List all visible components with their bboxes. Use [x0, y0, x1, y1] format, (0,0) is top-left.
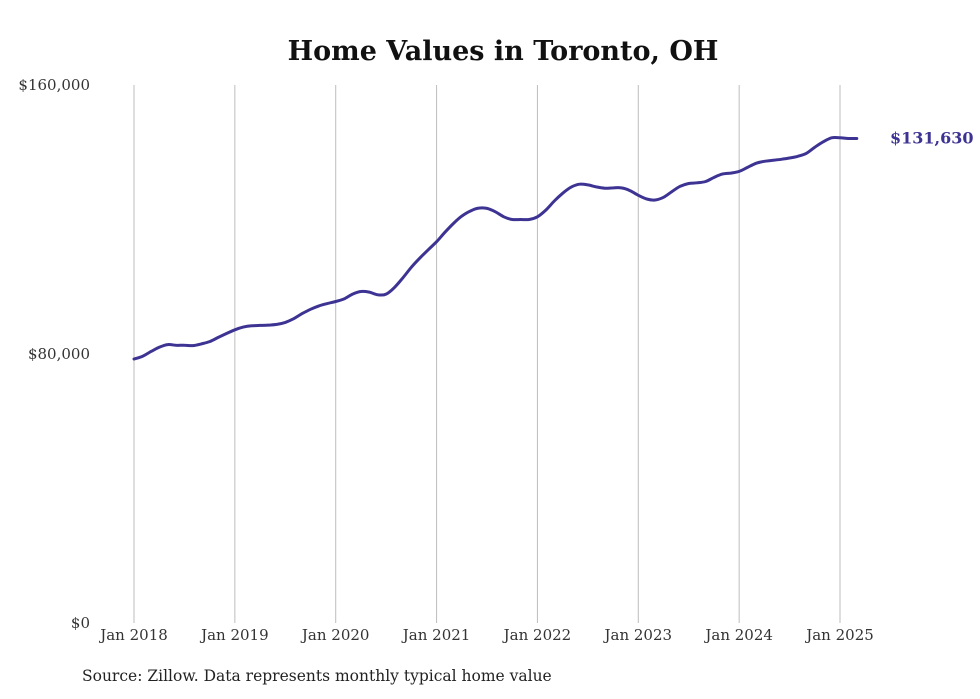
x-tick-label: Jan 2024: [703, 626, 773, 644]
series-line-0: [132, 135, 859, 361]
y-tick-label: $80,000: [28, 345, 90, 363]
y-axis: $0 $80,000 $160,000: [18, 76, 90, 632]
end-value-label: $131,630: [890, 128, 974, 147]
x-tick-label: Jan 2023: [603, 626, 673, 644]
x-tick-label: Jan 2025: [804, 626, 874, 644]
x-tick-label: Jan 2019: [199, 626, 269, 644]
y-tick-label: $160,000: [18, 76, 90, 94]
x-tick-label: Jan 2021: [401, 626, 471, 644]
grid-layer: [133, 85, 841, 623]
chart-title: Home Values in Toronto, OH: [288, 36, 719, 67]
x-tick-label: Jan 2020: [300, 626, 370, 644]
x-axis: Jan 2018 Jan 2019 Jan 2020 Jan 2021 Jan 2022…: [98, 626, 874, 644]
series-layer: $131,630: [132, 128, 974, 361]
x-tick-label: Jan 2018: [98, 626, 168, 644]
source-note: Source: Zillow. Data represents monthly …: [82, 667, 552, 685]
x-tick-label: Jan 2022: [502, 626, 572, 644]
y-tick-label: $0: [71, 614, 90, 632]
